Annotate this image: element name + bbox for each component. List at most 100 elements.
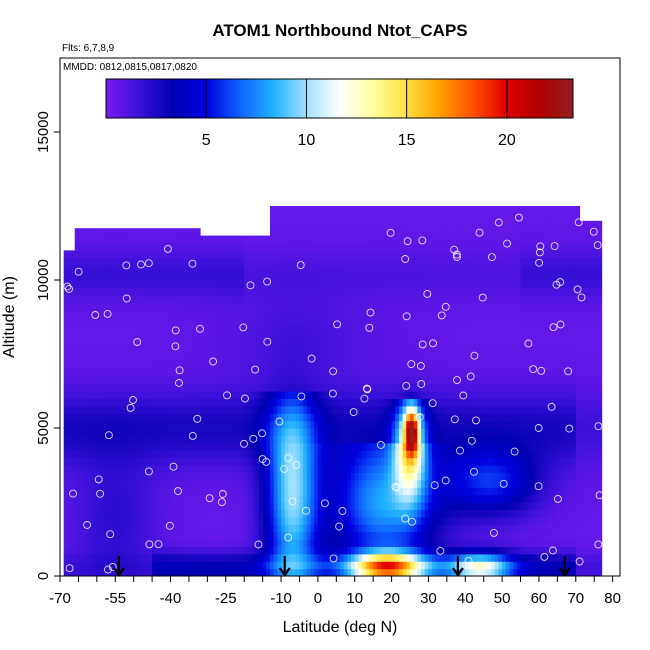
heatmap-cell [137,531,142,540]
heatmap-cell [137,368,142,377]
heatmap-cell [236,405,242,414]
heatmap-cell [258,405,264,414]
heatmap-cell [255,413,260,422]
heatmap-cell [211,280,216,288]
heatmap-cell [67,450,72,459]
heatmap-cell [347,376,352,385]
heatmap-cell [273,539,278,547]
heatmap-cell [314,265,319,274]
heatmap-cell [317,206,323,214]
heatmap-cell [78,546,83,555]
heatmap-cell [435,420,441,429]
heatmap-cell [384,272,389,281]
heatmap-cell [417,206,422,214]
heatmap-cell [115,294,120,303]
heatmap-cell [402,257,407,266]
heatmap-cell [428,420,433,429]
heatmap-cell [391,280,396,288]
heatmap-cell [222,361,227,370]
heatmap-cell [410,413,415,422]
heatmap-cell [373,561,378,570]
heatmap-cell [328,317,334,325]
heatmap-cell [343,465,348,473]
heatmap-cell [439,206,444,214]
heatmap-cell [325,509,330,518]
heatmap-cell [351,368,356,377]
heatmap-cell [118,243,124,251]
heatmap-cell [181,487,186,496]
heatmap-cell [203,272,208,281]
heatmap-cell [295,368,301,377]
heatmap-cell [196,302,201,311]
heatmap-cell [317,213,323,222]
heatmap-cell [310,457,315,466]
heatmap-cell [288,294,293,303]
heatmap-cell [82,265,87,274]
heatmap-cell [200,561,205,570]
heatmap-cell [325,524,330,533]
heatmap-cell [343,280,348,288]
heatmap-cell [332,294,337,303]
heatmap-cell [340,213,345,222]
heatmap-cell [93,553,98,562]
heatmap-cell [413,568,418,576]
heatmap-cell [163,553,168,562]
heatmap-cell [163,257,168,266]
heatmap-cell [277,442,282,451]
heatmap-cell [343,524,348,533]
heatmap-cell [376,368,382,377]
heatmap-cell [111,354,116,362]
heatmap-cell [351,287,356,296]
heatmap-cell [225,553,231,562]
heatmap-cell [281,354,286,362]
heatmap-cell [111,568,116,576]
heatmap-cell [104,516,109,525]
heatmap-cell [74,479,80,488]
heatmap-cell [170,376,175,385]
heatmap-cell [432,472,437,481]
heatmap-cell [188,294,194,303]
heatmap-cell [413,420,418,429]
heatmap-cell [439,428,444,436]
heatmap-cell [196,324,201,333]
heatmap-cell [71,309,76,318]
heatmap-cell [214,502,220,510]
heatmap-cell [325,228,330,237]
heatmap-cell [317,516,323,525]
heatmap-cell [347,339,352,348]
heatmap-cell [214,479,220,488]
heatmap-cell [78,243,83,251]
heatmap-cell [63,398,68,407]
heatmap-cell [343,354,348,362]
heatmap-cell [225,324,231,333]
heatmap-cell [111,302,116,311]
heatmap-cell [321,317,326,325]
heatmap-cell [306,391,312,399]
heatmap-cell [443,354,448,362]
heatmap-cell [166,398,172,407]
heatmap-cell [185,413,190,422]
heatmap-cell [351,465,356,473]
heatmap-cell [181,317,186,325]
heatmap-cell [218,257,223,266]
heatmap-cell [152,442,157,451]
heatmap-cell [255,391,260,399]
heatmap-cell [391,561,396,570]
heatmap-cell [122,398,127,407]
heatmap-cell [174,294,179,303]
heatmap-cell [211,509,216,518]
heatmap-cell [137,272,142,281]
heatmap-cell [218,272,223,281]
heatmap-cell [244,250,249,259]
heatmap-cell [63,546,68,555]
heatmap-cell [428,265,433,274]
heatmap-cell [251,465,256,473]
heatmap-cell [328,435,334,444]
heatmap-cell [303,302,308,311]
heatmap-cell [435,243,441,251]
heatmap-cell [317,272,323,281]
heatmap-cell [299,457,304,466]
heatmap-cell [188,398,194,407]
heatmap-cell [284,280,290,288]
heatmap-cell [141,280,146,288]
